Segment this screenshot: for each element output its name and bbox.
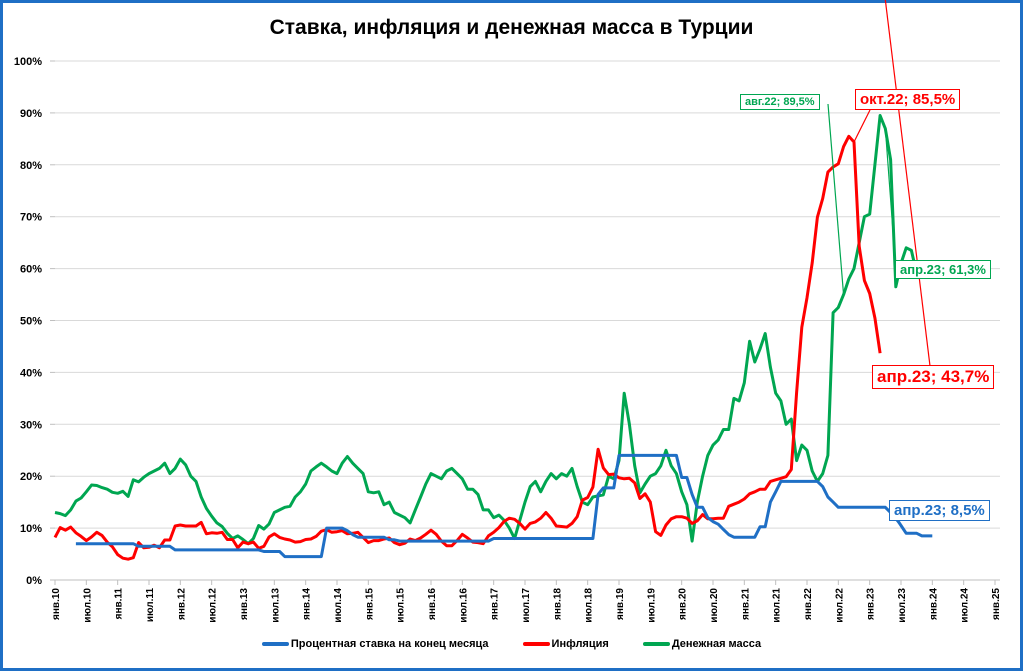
y-tick-label: 30% (20, 419, 42, 431)
x-tick-label: янв.11 (114, 588, 125, 620)
y-tick-label: 100% (14, 56, 42, 68)
callout-rate-apr23: апр.23; 8,5% (889, 500, 990, 521)
x-tick-label: июл.13 (270, 588, 281, 623)
x-tick-label: янв.10 (51, 588, 62, 620)
series-lines (53, 114, 933, 561)
x-tick-label: янв.14 (302, 588, 313, 620)
x-tick-label: июл.15 (396, 588, 407, 623)
rate-line (75, 453, 933, 559)
x-tick-label: июл.11 (145, 588, 156, 623)
legend-label-inflation: Инфляция (551, 638, 609, 650)
x-tick-label: янв.12 (176, 588, 187, 620)
x-tick-label: июл.24 (960, 588, 971, 623)
legend-swatch-inflation (522, 642, 550, 646)
x-tick-label: июл.14 (333, 588, 344, 623)
x-tick-label: янв.18 (552, 588, 563, 620)
x-tick-label: июл.18 (584, 588, 595, 623)
y-axis: 0% 10% 20% 30% 40% 50% 60% 70% 80% 90% 100% (14, 56, 55, 587)
x-axis: янв.10 июл.10 янв.11 июл.11 янв.12 июл.12 янв.… (51, 580, 1002, 623)
legend-label-money: Денежная масса (671, 638, 762, 650)
x-tick-label: янв.22 (803, 588, 814, 620)
x-tick-label: июл.19 (646, 588, 657, 623)
x-tick-label: июл.16 (458, 588, 469, 623)
callout-inflation-peak: окт.22; 85,5% (855, 89, 961, 110)
y-tick-label: 40% (20, 367, 42, 379)
y-tick-label: 70% (20, 212, 42, 224)
legend-swatch-money (642, 642, 670, 646)
x-tick-label: янв.25 (991, 588, 1002, 620)
x-tick-label: янв.16 (427, 588, 438, 620)
callout-money-peak: авг.22; 89,5% (740, 94, 820, 110)
x-tick-label: янв.13 (239, 588, 250, 620)
chart-title: Ставка, инфляция и денежная масса в Турц… (269, 16, 754, 39)
x-tick-label: янв.21 (740, 588, 751, 620)
y-tick-label: 10% (20, 523, 42, 535)
legend-item-rate: Процентная ставка на конец месяца (261, 638, 489, 650)
gridlines (55, 60, 1000, 581)
y-tick-label: 20% (20, 471, 42, 483)
x-tick-label: июл.17 (521, 588, 532, 623)
x-tick-label: янв.20 (678, 588, 689, 620)
legend: Процентная ставка на конец месяца Инфляц… (0, 638, 1023, 650)
x-tick-label: янв.19 (615, 588, 626, 620)
x-tick-label: июл.23 (897, 588, 908, 623)
x-tick-label: июл.12 (208, 588, 219, 623)
x-tick-label: июл.22 (834, 588, 845, 623)
y-tick-label: 90% (20, 108, 42, 120)
callout-leaders (827, 0, 931, 526)
legend-label-rate: Процентная ставка на конец месяца (290, 638, 489, 650)
x-tick-label: июл.10 (82, 588, 93, 623)
legend-item-inflation: Инфляция (522, 638, 609, 650)
y-tick-label: 50% (20, 316, 42, 328)
callout-money-apr23: апр.23; 61,3% (895, 260, 991, 279)
inflation-line (53, 134, 882, 561)
x-tick-label: янв.17 (490, 588, 501, 620)
money-supply-line (54, 114, 924, 546)
y-tick-label: 0% (26, 575, 42, 587)
y-tick-label: 60% (20, 264, 42, 276)
x-tick-label: янв.24 (928, 588, 939, 620)
y-tick-label: 80% (20, 160, 42, 172)
x-tick-label: июл.20 (709, 588, 720, 623)
x-tick-label: июл.21 (772, 588, 783, 623)
x-tick-label: янв.23 (866, 588, 877, 620)
legend-item-money: Денежная масса (642, 638, 762, 650)
callout-inflation-apr23: апр.23; 43,7% (872, 365, 995, 389)
legend-swatch-rate (261, 642, 289, 646)
x-tick-label: янв.15 (364, 588, 375, 620)
